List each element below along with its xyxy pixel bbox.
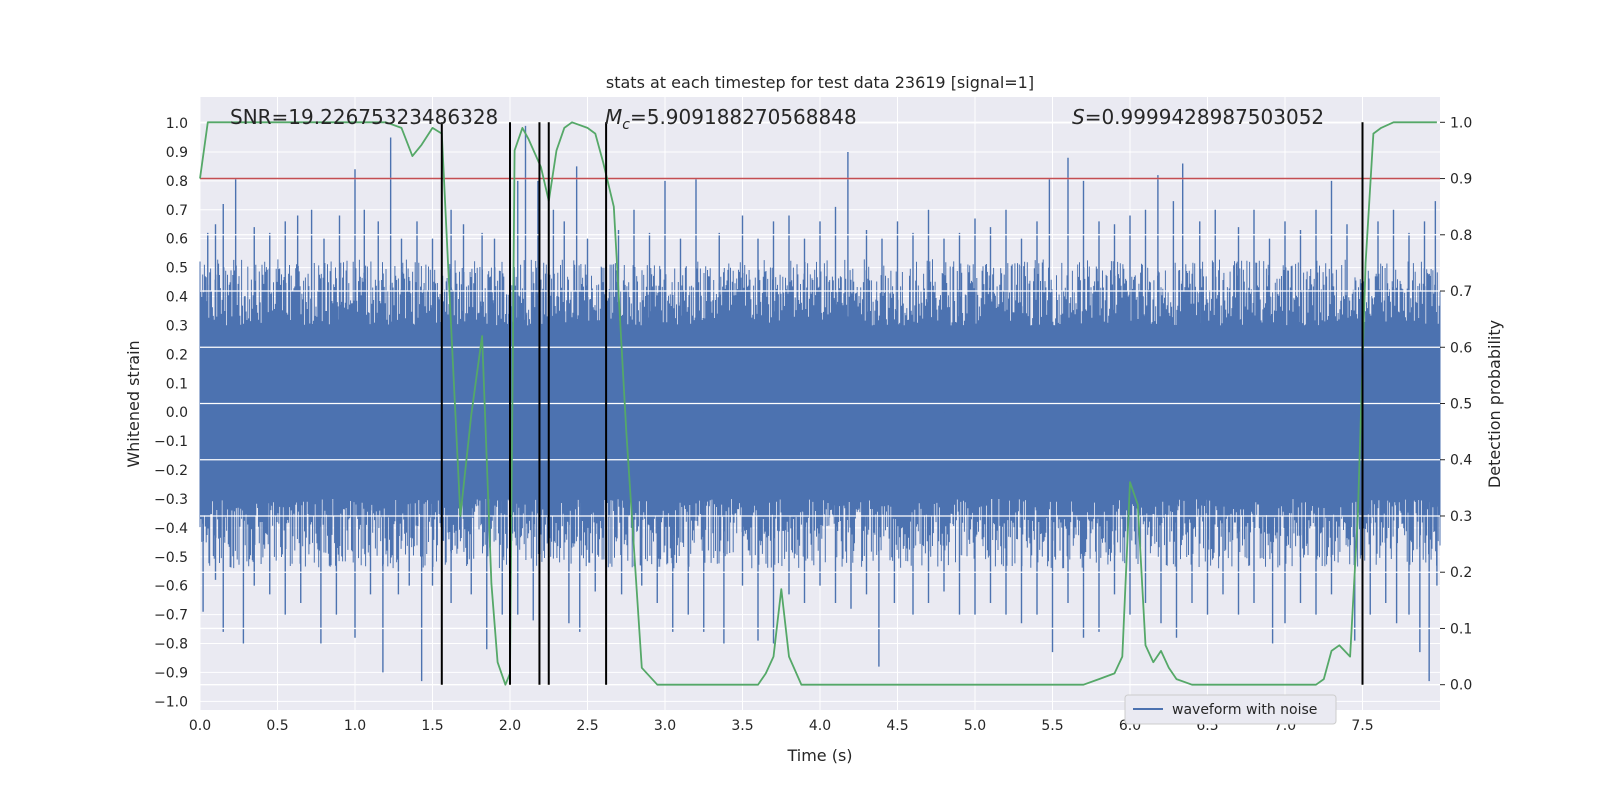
x-axis-label: Time (s): [786, 746, 852, 765]
s-symbol: S: [1072, 105, 1085, 129]
chart-title: stats at each timestep for test data 236…: [606, 73, 1034, 92]
y-left-tick-3: −0.7: [154, 608, 188, 624]
y-right-axis-label: Detection probability: [1485, 320, 1504, 488]
x-tick-9: 4.5: [886, 718, 908, 734]
y-left-tick-14: 0.4: [166, 290, 188, 306]
legend-box: [1124, 694, 1337, 725]
x-tick-7: 3.5: [731, 718, 753, 734]
chirp-mass-symbol: M: [605, 105, 622, 129]
x-tick-11: 5.5: [1041, 718, 1063, 734]
y-left-tick-8: −0.2: [154, 463, 188, 479]
y-left-tick-11: 0.1: [166, 376, 188, 392]
y-left-tick-20: 1.0: [166, 116, 188, 132]
y-right-tick-0: 0.0: [1450, 678, 1472, 694]
x-tick-8: 4.0: [809, 718, 831, 734]
detection-probability-line: [199, 121, 1437, 686]
y-right-tick-2: 0.2: [1450, 565, 1472, 581]
chirp-mass-value: =5.909188270568848: [630, 105, 857, 129]
y-right-tick-labels: 0.0 0.1 0.2 0.3 0.4 0.5 0.6 0.7 0.8 0.9 1.0: [1440, 115, 1472, 694]
x-tick-4: 2.0: [499, 718, 521, 734]
y-right-tick-4: 0.4: [1450, 453, 1472, 469]
legend-label-waveform: waveform with noise: [1172, 702, 1317, 718]
y-right-tick-10: 1.0: [1450, 115, 1472, 131]
vertical-markers: [440, 122, 1364, 685]
y-right-tick-3: 0.3: [1450, 509, 1472, 525]
y-left-tick-5: −0.5: [154, 550, 188, 566]
y-left-tick-15: 0.5: [166, 261, 188, 277]
x-tick-5: 2.5: [576, 718, 598, 734]
x-tick-3: 1.5: [421, 718, 443, 734]
y-left-tick-9: −0.1: [154, 434, 188, 450]
y-right-tick-7: 0.7: [1450, 284, 1472, 300]
x-tick-6: 3.0: [654, 718, 676, 734]
y-left-tick-18: 0.8: [166, 174, 188, 190]
y-right-tick-8: 0.8: [1450, 228, 1472, 244]
y-left-tick-13: 0.3: [166, 318, 188, 334]
y-right-tick-6: 0.6: [1450, 340, 1472, 356]
y-right-tick-5: 0.5: [1450, 397, 1472, 413]
snr-annotation: SNR=19.22675323486328: [230, 105, 498, 129]
y-left-tick-19: 0.9: [166, 145, 188, 161]
y-left-tick-4: −0.6: [154, 579, 188, 595]
y-left-tick-0: −1.0: [154, 694, 188, 710]
y-left-tick-6: −0.4: [154, 521, 188, 537]
y-right-tick-1: 0.1: [1450, 621, 1472, 637]
s-value: =0.9999428987503052: [1085, 105, 1324, 129]
y-left-tick-17: 0.7: [166, 203, 188, 219]
y-left-tick-2: −0.8: [154, 636, 188, 652]
s-annotation: S=0.9999428987503052: [1072, 105, 1324, 129]
chirp-mass-annotation: Mc=5.909188270568848: [605, 105, 857, 133]
y-left-axis-label: Whitened strain: [124, 340, 143, 467]
y-left-tick-7: −0.3: [154, 492, 188, 508]
y-left-tick-16: 0.6: [166, 232, 188, 248]
x-tick-10: 5.0: [964, 718, 986, 734]
y-left-tick-1: −0.9: [154, 665, 188, 681]
x-tick-0: 0.0: [189, 718, 211, 734]
x-tick-2: 1.0: [344, 718, 366, 734]
x-tick-15: 7.5: [1351, 718, 1373, 734]
y-left-tick-12: 0.2: [166, 347, 188, 363]
y-right-tick-9: 0.9: [1450, 172, 1472, 188]
waveform-series: [199, 125, 1441, 682]
y-left-tick-labels: −1.0 −0.9 −0.8 −0.7 −0.6 −0.5 −0.4 −0.3 −0.2 −0.1…: [154, 116, 188, 710]
chirp-mass-subscript: c: [622, 117, 630, 133]
x-tick-1: 0.5: [266, 718, 288, 734]
legend: waveform with noise: [1124, 694, 1337, 725]
detection-probability-series: [199, 121, 1437, 686]
y-left-tick-10: 0.0: [166, 405, 188, 421]
